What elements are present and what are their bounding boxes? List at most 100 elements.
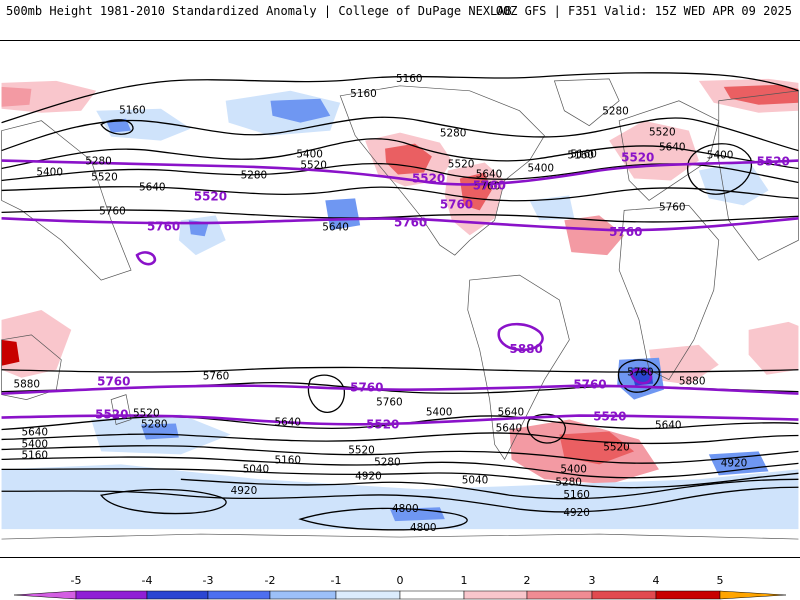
contour-label: 5520 bbox=[133, 408, 160, 420]
contour-label: 5520 bbox=[649, 127, 676, 139]
reference-label-layer: 5520 5760 5520 5760 5520 5760 5520 5760 … bbox=[95, 151, 790, 432]
contour-label: 5880 bbox=[679, 376, 706, 388]
coast-europe bbox=[618, 100, 720, 201]
contour-label: 5280 bbox=[602, 106, 629, 118]
coast-south-america bbox=[467, 274, 570, 461]
contour-5520-south bbox=[1, 432, 799, 445]
coast-east-asia bbox=[1, 120, 132, 281]
contour-5040-south bbox=[180, 478, 799, 500]
contour-low-scandinavia bbox=[687, 143, 753, 195]
contour-label: 5400 bbox=[426, 407, 453, 419]
contour-label: 5160 bbox=[563, 489, 590, 501]
contour-label: 5160 bbox=[567, 150, 594, 162]
anomaly-negative-south-pacific-core bbox=[141, 423, 179, 440]
anomaly-positive-south-indian bbox=[748, 321, 799, 375]
ref-label: 5520 bbox=[95, 408, 128, 422]
contour-label: 5160 bbox=[570, 149, 597, 161]
swatch-right-arrow bbox=[719, 590, 787, 600]
contour-label: 5160 bbox=[274, 454, 301, 466]
contour-label: 5400 bbox=[560, 463, 587, 475]
contour-label: 5520 bbox=[91, 171, 118, 183]
anomaly-positive-us-east-core bbox=[459, 172, 492, 211]
contour-low-south-atlantic bbox=[617, 359, 660, 393]
contour-label: 5640 bbox=[659, 142, 686, 154]
contour-5160-south bbox=[1, 468, 799, 489]
contour-low-south-pacific-2 bbox=[526, 413, 567, 444]
colorbar-tick: -1 bbox=[331, 574, 342, 587]
coast-asia bbox=[718, 90, 799, 261]
ref-label: 5760 bbox=[609, 225, 642, 239]
contour-5160-north bbox=[1, 72, 799, 124]
contour-label: 5280 bbox=[440, 128, 467, 140]
ref-label: 5520 bbox=[757, 155, 790, 169]
anomaly-negative-subtropical-pacific bbox=[325, 198, 361, 231]
contour-label: 5760 bbox=[376, 397, 403, 409]
swatch-pos2 bbox=[526, 590, 593, 600]
coast-north-america bbox=[339, 85, 545, 256]
coast-antarctica bbox=[1, 533, 799, 540]
anomaly-negative-southeast-pacific bbox=[708, 451, 769, 476]
contour-label: 4800 bbox=[410, 522, 437, 534]
contour-label: 5280 bbox=[141, 419, 168, 431]
anomaly-positive-north-america-core bbox=[385, 143, 432, 175]
swatch-neg2 bbox=[207, 590, 271, 600]
contour-label: 5400 bbox=[21, 438, 48, 450]
contour-5400-south bbox=[1, 445, 799, 464]
ref-5520-north bbox=[1, 159, 799, 186]
contour-label: 5280 bbox=[374, 456, 401, 468]
contour-label: 4920 bbox=[231, 485, 258, 497]
colorbar-tick: -3 bbox=[203, 574, 214, 587]
coastlines bbox=[1, 78, 799, 540]
contour-label: 5520 bbox=[448, 159, 475, 171]
colorbar-tick: 5 bbox=[717, 574, 724, 587]
contour-label: 5280 bbox=[241, 169, 268, 181]
contour-low-south-pacific-1 bbox=[307, 374, 345, 413]
contour-5280-north bbox=[1, 116, 799, 152]
ref-label: 5520 bbox=[366, 417, 399, 431]
swatch-neg4 bbox=[75, 590, 148, 600]
contour-label: 5760 bbox=[99, 205, 126, 217]
ref-label: 5760 bbox=[350, 381, 383, 395]
colorbar-swatches bbox=[13, 590, 787, 600]
contour-label: 4920 bbox=[355, 470, 382, 482]
contour-4920-south bbox=[1, 486, 799, 513]
coast-greenland bbox=[553, 78, 620, 127]
contour-label: 5400 bbox=[36, 166, 63, 178]
colorbar-tick: 0 bbox=[397, 574, 404, 587]
ref-label: 5520 bbox=[412, 171, 445, 185]
ref-label: 5760 bbox=[147, 219, 180, 233]
contour-label: 5280 bbox=[85, 156, 112, 168]
contour-label: 4920 bbox=[563, 507, 590, 519]
anomaly-negative-aleutian-core bbox=[270, 98, 331, 123]
contour-5880-south bbox=[1, 366, 799, 373]
reference-contours bbox=[1, 159, 799, 426]
colorbar-tick: 4 bbox=[653, 574, 660, 587]
anomaly-positive-southwest-pacific-core bbox=[1, 339, 20, 366]
contour-label: 4800 bbox=[392, 503, 419, 515]
contour-label: 5640 bbox=[139, 181, 166, 193]
contour-label: 5400 bbox=[296, 149, 323, 161]
colorbar-tick: -4 bbox=[142, 574, 153, 587]
valid-time: 00Z GFS | F351 Valid: 15Z WED APR 09 202… bbox=[495, 4, 792, 18]
ref-label: 5520 bbox=[621, 151, 654, 165]
contour-label: 5040 bbox=[462, 474, 489, 486]
anomaly-positive-atlantic bbox=[564, 215, 625, 256]
contour-label-layer: 5160 5160 5160 5160 5280 5400 5520 5640 … bbox=[13, 73, 747, 534]
swatch-pos4 bbox=[655, 590, 721, 600]
anomaly-map: 5160 5160 5160 5160 5280 5400 5520 5640 … bbox=[0, 40, 800, 558]
swatch-neg3 bbox=[146, 590, 209, 600]
anomaly-positive-south-africa bbox=[649, 344, 719, 385]
contour-label: 5520 bbox=[348, 444, 375, 456]
contour-label: 5640 bbox=[322, 221, 349, 233]
contour-label: 5160 bbox=[21, 449, 48, 461]
colorbar-tick: 1 bbox=[461, 574, 468, 587]
colorbar: -5 -4 -3 -2 -1 0 1 2 3 4 5 bbox=[13, 574, 787, 600]
swatch-pos3 bbox=[591, 590, 657, 600]
colorbar-tick: -5 bbox=[71, 574, 82, 587]
ref-label: 5760 bbox=[394, 215, 427, 229]
colorbar-tick-labels: -5 -4 -3 -2 -1 0 1 2 3 4 5 bbox=[71, 574, 724, 587]
contour-label: 5640 bbox=[21, 426, 48, 438]
anomaly-shading bbox=[1, 78, 799, 530]
contour-label: 5520 bbox=[300, 160, 327, 172]
contour-label: 5160 bbox=[396, 73, 423, 85]
